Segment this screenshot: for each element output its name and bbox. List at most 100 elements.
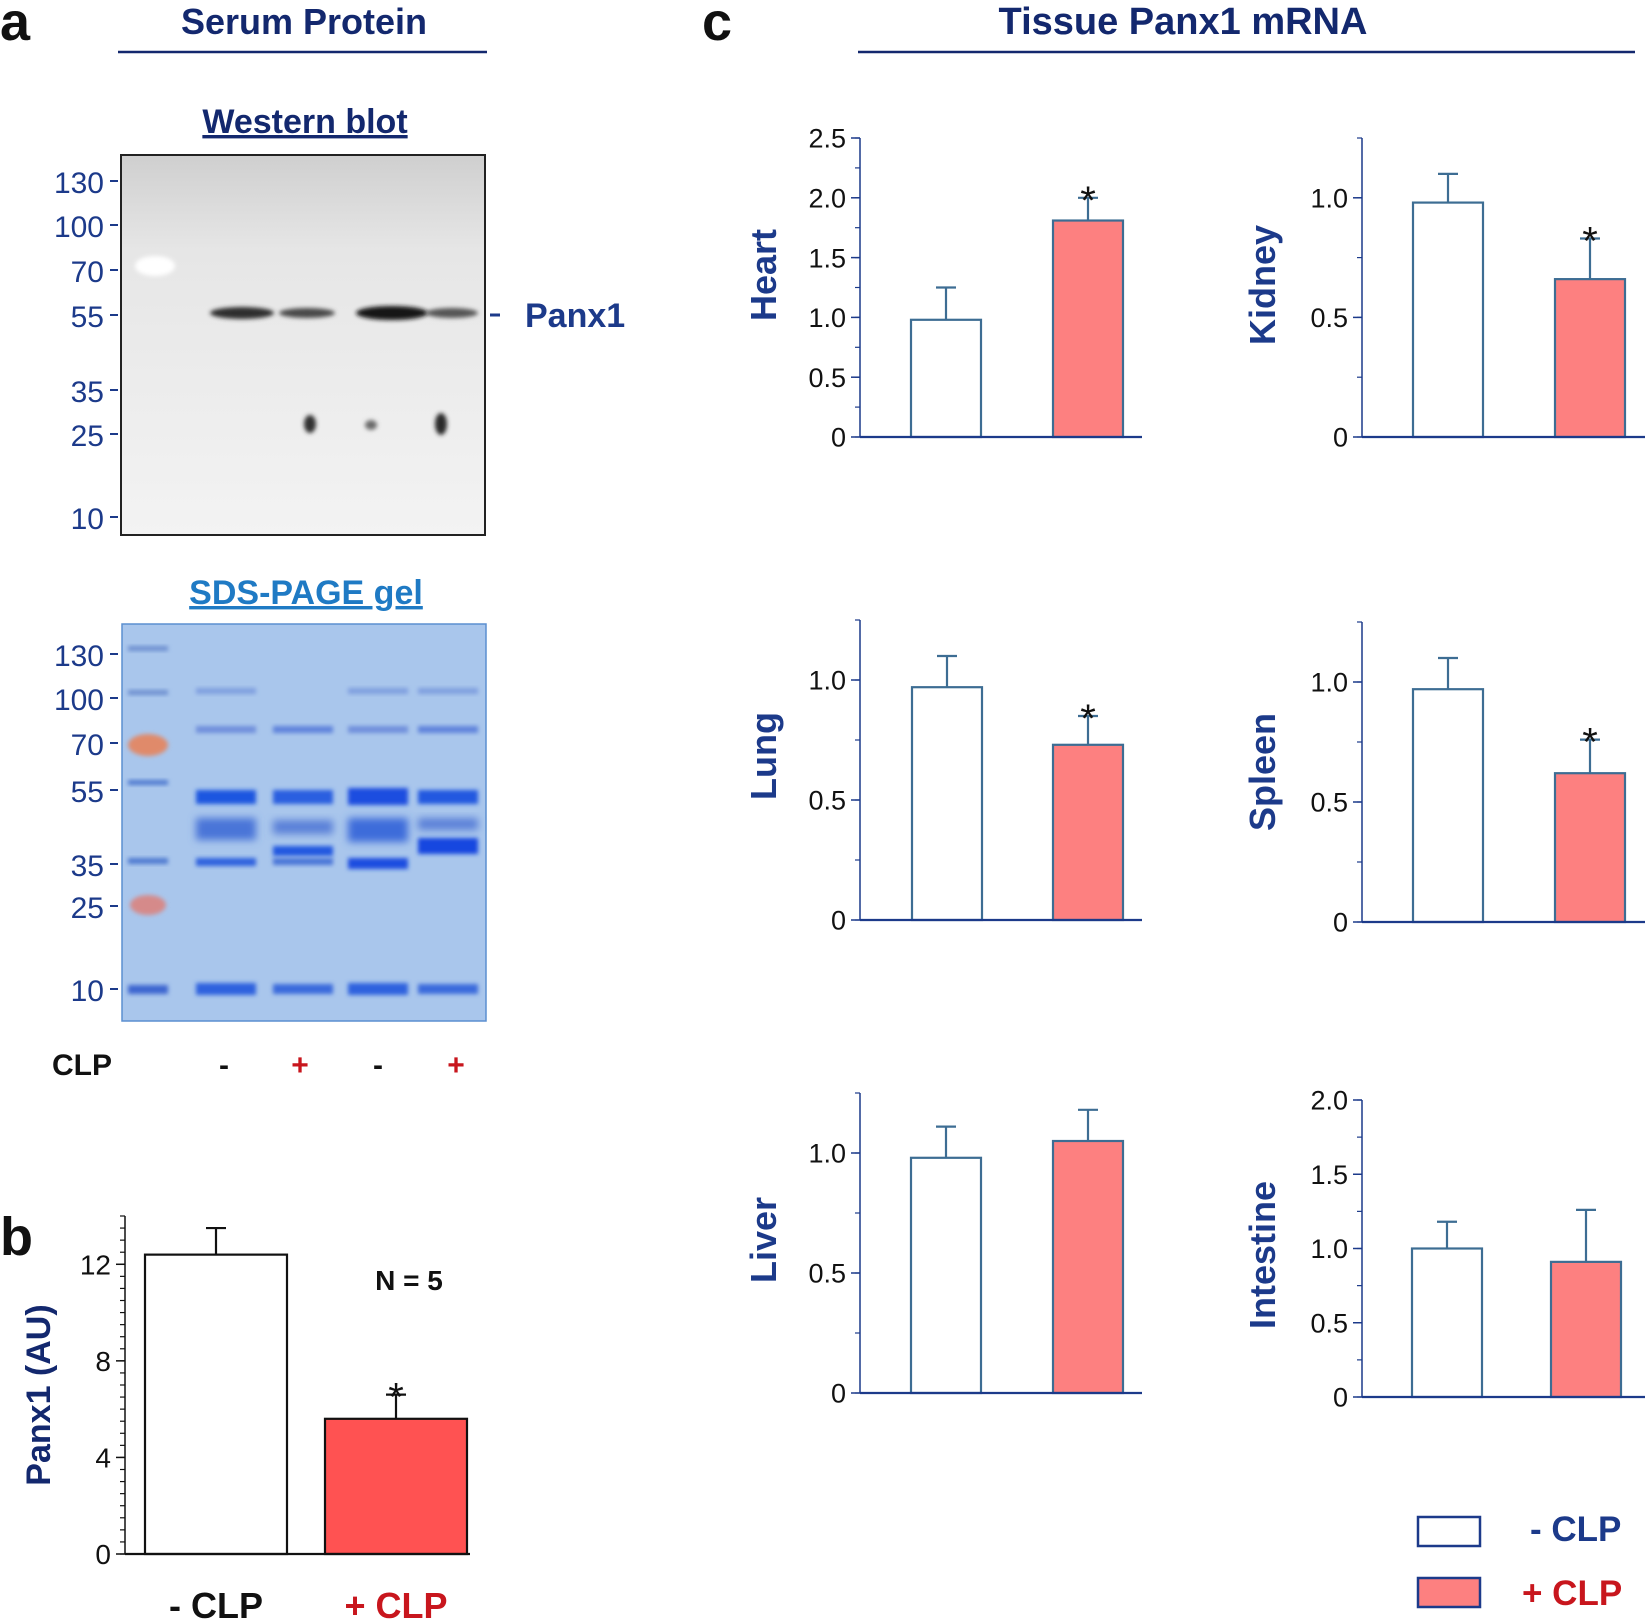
panel-a-title: Serum Protein: [181, 1, 427, 42]
gel-band: [196, 726, 256, 733]
y-axis-title: Kidney: [1242, 225, 1283, 345]
y-axis-title: Liver: [743, 1197, 784, 1283]
panel-b-letter: b: [0, 1207, 33, 1267]
gel-band-main: [273, 790, 333, 804]
significance-star: *: [388, 1376, 404, 1420]
marker-label: 70: [71, 729, 104, 762]
y-tick-label: 0.5: [1310, 303, 1348, 333]
y-tick-label: 2.0: [808, 184, 846, 214]
y-tick-label: 4: [95, 1443, 111, 1474]
sample-lane-4: [418, 688, 478, 994]
heart-chart: 0 0.5 1.0 1.5 2.0 2.5 * Heart: [743, 124, 1142, 453]
gel-band: [418, 726, 478, 733]
y-tick-label: 0.5: [808, 1259, 846, 1289]
bar-plus-clp: [1051, 1139, 1125, 1395]
panx1-band-lane1: [210, 307, 274, 319]
sample-lane-3: [348, 688, 408, 995]
gel-band: [348, 818, 408, 842]
bar-minus-clp: [1411, 201, 1485, 439]
gel-band: [196, 858, 256, 866]
y-tick-label: 2.5: [808, 124, 846, 154]
panx1-band-label: Panx1: [525, 297, 625, 335]
significance-star: *: [1582, 219, 1598, 263]
y-tick-label: 1.0: [808, 303, 846, 333]
y-tick-label: 1.0: [1310, 184, 1348, 214]
gel-band: [196, 688, 256, 694]
blot-spot-1: [304, 415, 316, 433]
gel-band: [418, 688, 478, 694]
gel-band: [418, 838, 478, 854]
y-tick-label: 0: [1333, 1383, 1348, 1413]
western-blot-markers: 130 100 70 55 35 25 10: [54, 167, 118, 536]
legend-swatch-minus-clp: [1416, 1515, 1482, 1548]
bar-plus-clp: [1549, 1260, 1623, 1399]
y-tick-label: 0: [95, 1539, 111, 1570]
marker-label: 130: [54, 167, 104, 200]
marker-label: 10: [71, 975, 104, 1008]
y-axis-title: Lung: [743, 712, 784, 800]
sample-lanes: [196, 688, 478, 995]
western-blot-smear: [135, 256, 175, 276]
panx1-band-lane4: [426, 308, 478, 318]
y-tick-label: 1.0: [1310, 668, 1348, 698]
gel-band: [348, 726, 408, 733]
bar-plus-clp: [323, 1417, 469, 1556]
y-axis-title: Panx1 (AU): [20, 1304, 58, 1485]
clp-sign-lane4: +: [447, 1049, 465, 1082]
panel-a-letter: a: [0, 0, 31, 52]
panx1-band-lane3: [356, 306, 428, 320]
blot-spot-2: [365, 420, 377, 430]
y-tick-label: 0.5: [808, 786, 846, 816]
significance-star: *: [1080, 179, 1096, 223]
marker-label: 70: [71, 256, 104, 289]
y-tick-label: 0.5: [808, 363, 846, 393]
lung-chart: 0 0.5 1.0 * Lung: [743, 619, 1142, 936]
bar-minus-clp: [143, 1253, 289, 1556]
n-label: N = 5: [375, 1265, 443, 1296]
western-blot-title: Western blot: [202, 103, 407, 141]
gel-band: [418, 818, 478, 830]
clp-sign-lane2: +: [291, 1049, 309, 1082]
panx1-band-lane2: [279, 308, 335, 318]
category-label-plus-clp: + CLP: [344, 1585, 447, 1623]
spleen-chart: 0 0.5 1.0 * Spleen: [1242, 621, 1645, 938]
bar-plus-clp: [1553, 278, 1627, 439]
bar-plus-clp: [1553, 772, 1627, 924]
legend: - CLP + CLP: [1416, 1510, 1622, 1613]
sds-page-title: SDS-PAGE gel: [189, 574, 423, 612]
bar-minus-clp: [1410, 1247, 1484, 1399]
panel-c-letter: c: [702, 0, 732, 52]
y-tick-label: 0.5: [1310, 1308, 1348, 1338]
legend-swatch-plus-clp: [1416, 1576, 1482, 1609]
sds-gel-image: [121, 623, 487, 1022]
marker-label: 55: [71, 776, 104, 809]
gel-band: [418, 984, 478, 994]
ladder-band: [128, 858, 168, 864]
gel-band: [196, 983, 256, 995]
western-blot-image: [120, 154, 486, 536]
marker-label: 35: [71, 376, 104, 409]
gel-band: [273, 820, 333, 834]
marker-label: 35: [71, 850, 104, 883]
sample-lane-1: [196, 688, 256, 995]
y-axis-title: Intestine: [1242, 1181, 1283, 1329]
marker-label: 55: [71, 301, 104, 334]
y-tick-label: 2.0: [1310, 1086, 1348, 1116]
significance-star: *: [1080, 697, 1096, 741]
gel-band: [273, 846, 333, 856]
y-tick-label: 0: [1333, 423, 1348, 453]
y-tick-label: 0: [1333, 908, 1348, 938]
intestine-chart: 0 0.5 1.0 1.5 2.0 Intestine: [1242, 1086, 1645, 1413]
y-tick-label: 8: [95, 1346, 111, 1377]
kidney-chart: 0 0.5 1.0 * Kidney: [1242, 137, 1645, 453]
bar-minus-clp: [1411, 688, 1485, 924]
marker-label: 100: [54, 684, 104, 717]
blot-spot-3: [435, 413, 447, 435]
y-tick-label: 0: [831, 1379, 846, 1409]
marker-label: 100: [54, 211, 104, 244]
western-blot-frame: [120, 154, 486, 536]
sds-gel-markers: 130 100 70 55 35 25 10: [54, 640, 118, 1008]
y-tick-label: 0.5: [1310, 788, 1348, 818]
y-axis-title: Heart: [743, 229, 784, 321]
